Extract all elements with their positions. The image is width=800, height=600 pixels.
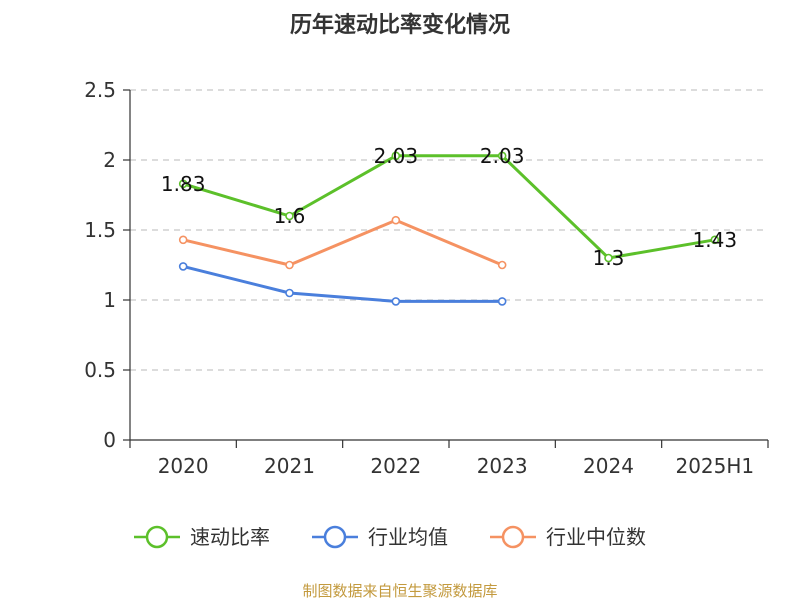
legend: 速动比率 行业均值 行业中位数 (134, 525, 646, 549)
legend-swatch-marker (501, 525, 525, 549)
legend-item-3: 行业中位数 (490, 525, 646, 549)
series-2 (178, 262, 507, 306)
series-line (182, 154, 716, 260)
series-1 (178, 151, 720, 263)
data-point (710, 235, 720, 245)
source-note: 制图数据来自恒生聚源数据库 (302, 582, 497, 600)
data-point (391, 151, 401, 161)
data-point (285, 288, 294, 298)
y-tick-label: 0.5 (84, 358, 116, 382)
chart-title: 历年速动比率变化情况 (290, 12, 510, 38)
y-tick-label: 2.5 (84, 78, 116, 102)
data-point (391, 215, 401, 225)
data-label: 2.03 (374, 144, 419, 168)
x-tick-label: 2021 (264, 454, 315, 478)
data-label: 1.6 (274, 204, 306, 228)
series-line (182, 218, 503, 267)
grid-lines (130, 89, 768, 371)
series-3 (178, 215, 507, 270)
x-tick-label: 2020 (158, 454, 209, 478)
y-tick-label: 1.5 (84, 218, 116, 242)
data-label: 2.03 (480, 144, 525, 168)
data-point (497, 151, 507, 161)
x-tick-label: 2025H1 (675, 454, 754, 478)
data-point (285, 211, 294, 221)
legend-swatch-marker (323, 525, 347, 549)
data-labels: 1.83 1.6 2.03 2.03 1.3 1.43 (161, 144, 737, 270)
legend-item-2: 行业均值 (312, 525, 448, 549)
data-point (604, 253, 613, 263)
data-point (391, 297, 401, 306)
series-line (182, 264, 503, 303)
data-point (178, 235, 188, 245)
legend-swatch-marker (145, 525, 169, 549)
data-label: 1.3 (593, 246, 625, 270)
legend-label: 行业均值 (368, 525, 448, 549)
axes: 0 0.5 1 1.5 2 2.5 2020 2021 2022 2023 2024 2025H1 (84, 78, 769, 478)
x-tick-label: 2022 (370, 454, 421, 478)
y-tick-label: 2 (103, 148, 116, 172)
data-label: 1.43 (693, 228, 738, 252)
data-point (178, 179, 188, 189)
data-point (497, 297, 507, 306)
legend-label: 速动比率 (190, 525, 270, 549)
data-point (285, 260, 294, 270)
y-tick-label: 0 (103, 428, 116, 452)
legend-item-1: 速动比率 (134, 525, 270, 549)
series-layer (178, 151, 720, 306)
data-point (497, 260, 507, 270)
x-tick-label: 2024 (583, 454, 634, 478)
data-point (178, 262, 188, 271)
data-label: 1.83 (161, 172, 206, 196)
x-tick-label: 2023 (477, 454, 528, 478)
legend-label: 行业中位数 (546, 525, 646, 549)
y-tick-label: 1 (103, 288, 116, 312)
